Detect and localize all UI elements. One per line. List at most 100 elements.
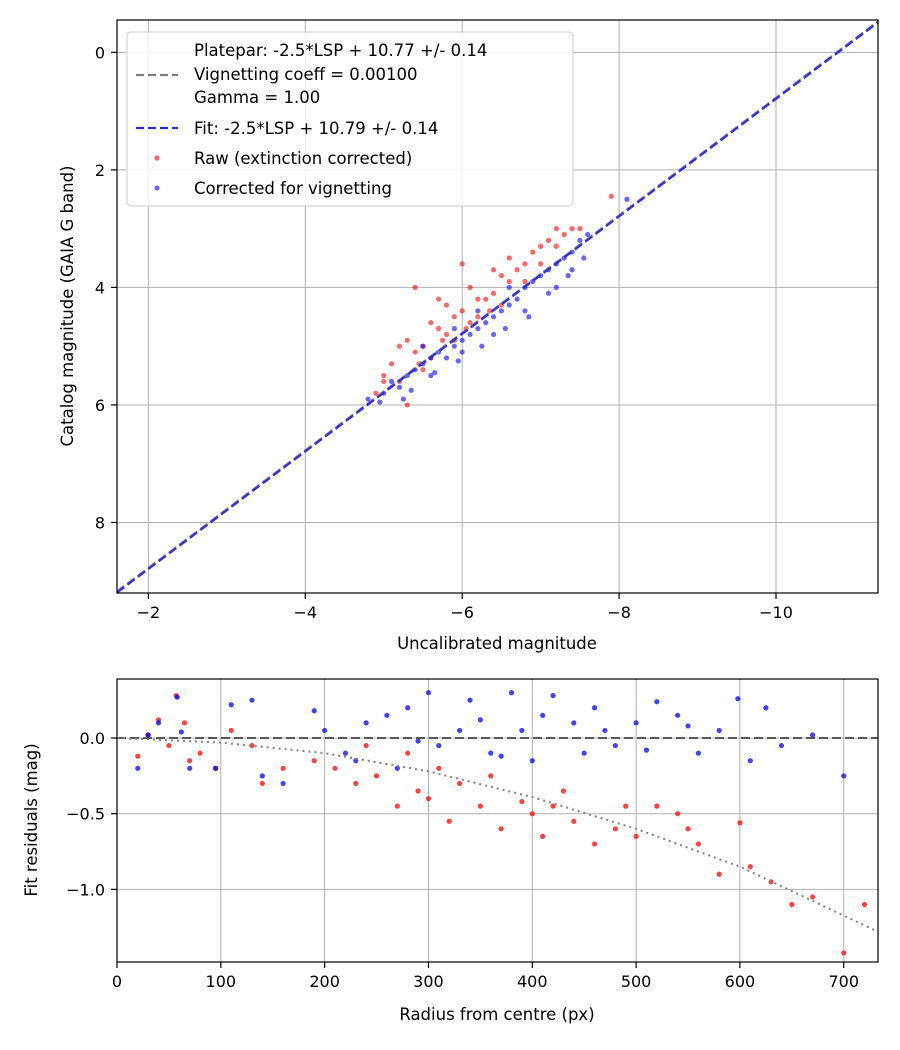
scatter-point-raw xyxy=(577,226,583,232)
scatter-point-raw xyxy=(228,727,234,734)
scatter-point-raw xyxy=(475,296,481,302)
scatter-point-raw xyxy=(747,864,753,870)
scatter-point-raw xyxy=(443,331,450,338)
top-legend: Platepar: -2.5*LSP + 10.77 +/- 0.14 Vign… xyxy=(126,31,574,207)
bottom-plot-background xyxy=(117,679,878,962)
legend-raw-marker xyxy=(154,155,160,161)
scatter-point-corrected xyxy=(508,690,515,696)
scatter-point-corrected xyxy=(459,337,465,343)
scatter-point-corrected xyxy=(540,712,546,718)
scatter-point-corrected xyxy=(526,314,532,320)
scatter-point-raw xyxy=(197,750,203,756)
scatter-point-raw xyxy=(404,337,410,343)
scatter-point-corrected xyxy=(654,699,660,705)
scatter-point-corrected xyxy=(475,325,481,332)
scatter-point-corrected xyxy=(479,343,485,349)
scatter-point-raw xyxy=(412,349,418,355)
scatter-point-corrected xyxy=(581,750,587,756)
scatter-point-raw xyxy=(459,308,465,314)
scatter-point-raw xyxy=(396,343,403,349)
scatter-point-raw xyxy=(506,255,512,261)
scatter-point-raw xyxy=(519,798,525,805)
scatter-point-raw xyxy=(490,267,497,273)
scatter-point-corrected xyxy=(577,237,583,243)
scatter-point-corrected xyxy=(187,765,193,771)
scatter-point-corrected xyxy=(633,720,639,726)
scatter-point-corrected xyxy=(400,396,406,402)
bottom-x-axis-label: Radius from centre (px) xyxy=(399,1005,594,1024)
scatter-point-raw xyxy=(522,261,528,267)
scatter-point-raw xyxy=(569,226,575,232)
x-tick-label: 200 xyxy=(309,972,340,991)
scatter-point-corrected xyxy=(778,742,785,749)
scatter-point-corrected xyxy=(428,372,434,379)
legend-platepar-line3: Gamma = 1.00 xyxy=(194,88,320,107)
x-tick-label: 300 xyxy=(413,972,444,991)
scatter-point-raw xyxy=(428,320,434,326)
bottom-reference-lines xyxy=(116,737,879,933)
bottom-scatter-points xyxy=(135,690,868,956)
scatter-point-corrected xyxy=(735,696,741,702)
bottom-axis-ticks: 0 100 200 300 400 500 600 700 0.0 −0.5 −1.0 xyxy=(66,729,859,991)
scatter-point-raw xyxy=(373,773,380,779)
y-tick-label: 6 xyxy=(95,396,105,415)
scatter-point-corrected xyxy=(488,750,494,756)
scatter-point-corrected xyxy=(457,727,463,734)
scatter-point-raw xyxy=(591,841,598,847)
scatter-point-raw xyxy=(332,765,338,771)
scatter-point-raw xyxy=(249,742,255,749)
scatter-point-raw xyxy=(394,803,400,809)
x-tick-label: −4 xyxy=(293,603,317,622)
scatter-point-corrected xyxy=(425,690,432,696)
scatter-point-raw xyxy=(467,284,473,290)
legend-platepar-line2: Vignetting coeff = 0.00100 xyxy=(194,65,418,84)
scatter-point-raw xyxy=(675,811,681,817)
x-tick-label: 600 xyxy=(725,972,756,991)
scatter-point-raw xyxy=(768,879,774,885)
scatter-point-raw xyxy=(498,273,505,279)
scatter-point-raw xyxy=(506,278,512,285)
scatter-point-raw xyxy=(135,753,141,759)
scatter-point-raw xyxy=(545,237,552,243)
scatter-point-corrected xyxy=(377,399,383,405)
y-tick-label: 0.0 xyxy=(80,729,105,748)
x-tick-label: −10 xyxy=(759,603,793,622)
legend-box xyxy=(126,31,574,207)
x-tick-label: 100 xyxy=(206,972,237,991)
scatter-point-raw xyxy=(571,818,577,824)
scatter-point-raw xyxy=(529,811,535,817)
scatter-point-raw xyxy=(363,742,369,749)
fit-line xyxy=(116,21,879,594)
scatter-point-corrected xyxy=(502,325,508,332)
scatter-point-raw xyxy=(487,308,493,314)
vignetting-model-curve xyxy=(116,737,879,933)
legend-corrected-marker xyxy=(154,185,160,191)
scatter-point-corrected xyxy=(443,355,450,361)
bottom-plot-frame xyxy=(116,678,879,963)
scatter-point-corrected xyxy=(459,349,465,355)
scatter-point-raw xyxy=(405,750,411,756)
scatter-point-corrected xyxy=(408,387,414,393)
scatter-point-raw xyxy=(483,296,489,302)
scatter-point-raw xyxy=(841,950,847,956)
scatter-point-corrected xyxy=(545,290,552,296)
scatter-point-corrected xyxy=(432,370,438,376)
scatter-point-raw xyxy=(498,826,504,832)
scatter-point-corrected xyxy=(506,284,512,290)
scatter-point-corrected xyxy=(178,729,184,735)
scatter-point-corrected xyxy=(388,378,395,385)
scatter-point-corrected xyxy=(483,320,489,326)
scatter-point-corrected xyxy=(228,702,234,708)
scatter-point-raw xyxy=(861,901,868,908)
scatter-point-raw xyxy=(716,871,722,877)
scatter-point-corrected xyxy=(716,727,722,734)
top-axis-ticks: −2 −4 −6 −8 −10 0 2 4 6 8 xyxy=(95,43,793,622)
y-tick-label: 0 xyxy=(95,43,105,62)
scatter-point-corrected xyxy=(695,750,701,756)
scatter-point-raw xyxy=(553,243,559,249)
scatter-point-raw xyxy=(353,780,359,787)
scatter-point-corrected xyxy=(213,765,219,771)
scatter-point-raw xyxy=(187,758,193,764)
scatter-point-corrected xyxy=(565,273,571,279)
scatter-point-corrected xyxy=(514,296,520,302)
